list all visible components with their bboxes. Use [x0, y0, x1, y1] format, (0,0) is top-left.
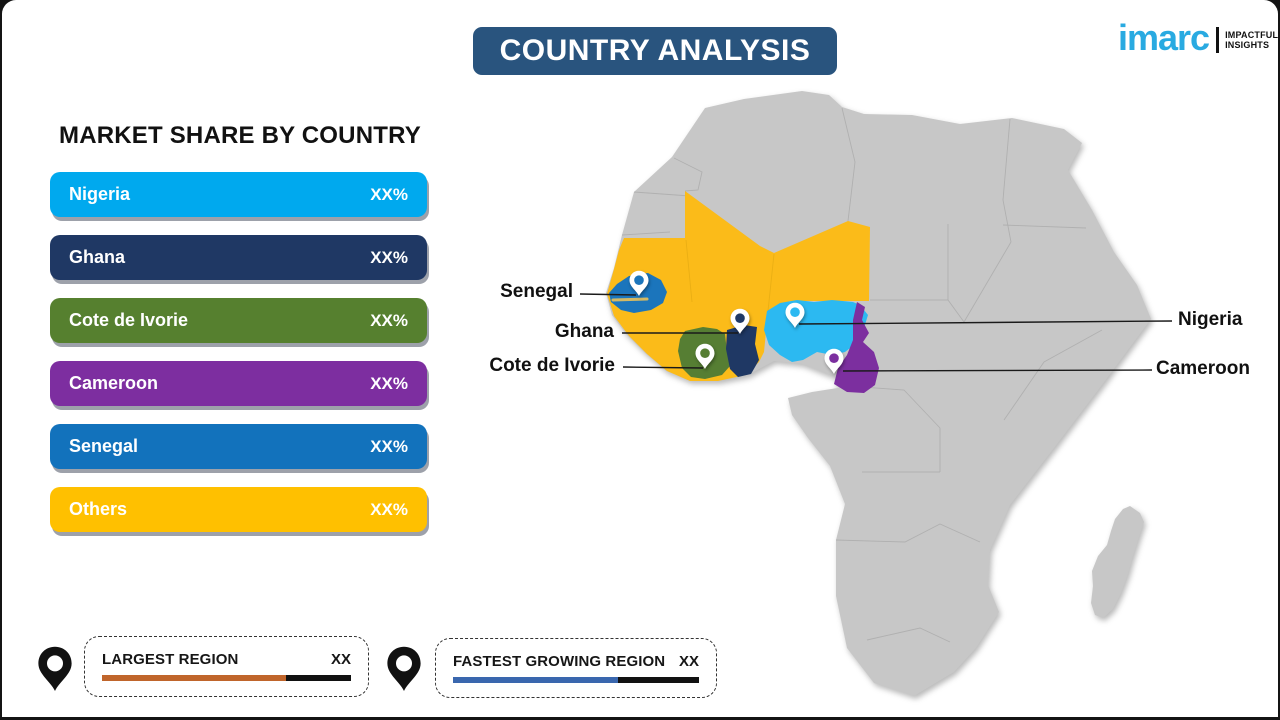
logo-tagline-line2: INSIGHTS [1225, 40, 1270, 50]
market-share-bar-cote-de-ivorie: Cote de Ivorie XX% [50, 298, 427, 343]
bar-value: XX% [370, 373, 408, 393]
legend-largest-value: XX [330, 651, 351, 668]
map-label-cameroon: Cameroon [1156, 358, 1250, 379]
legend-largest-region: LARGEST REGION XX [84, 636, 369, 697]
page-title-banner: COUNTRY ANALYSIS [473, 27, 837, 75]
bar-label: Cote de Ivorie [69, 310, 189, 330]
legend-fastest-value: XX [678, 653, 699, 670]
label-connector-lines [579, 293, 1173, 372]
connector-nigeria [798, 320, 1173, 325]
bar-value: XX% [370, 247, 408, 267]
market-share-bar-others: Others XX% [50, 487, 427, 532]
map-pins [629, 270, 844, 374]
bar-label: Nigeria [69, 184, 131, 204]
madagascar-shape [1091, 506, 1144, 618]
map-pin-senegal [629, 270, 649, 296]
legend-fastest-label: FASTEST GROWING REGION [453, 653, 666, 670]
map-pin-cote-de-ivorie [695, 343, 715, 369]
map-label-nigeria: Nigeria [1178, 309, 1243, 330]
location-pin-icon [38, 646, 72, 691]
market-share-bar-ghana: Ghana XX% [50, 235, 427, 280]
africa-map [579, 91, 1173, 696]
connector-cote-de-ivorie [622, 366, 704, 369]
bar-label: Ghana [69, 247, 126, 267]
imarc-logo-wordmark: imarc [1118, 17, 1210, 58]
bar-value: XX% [370, 310, 408, 330]
map-pin-nigeria [785, 302, 805, 328]
country-borders [621, 107, 1103, 643]
map-label-ghana: Ghana [554, 321, 614, 342]
bar-label: Cameroon [69, 373, 159, 393]
market-share-bar-nigeria: Nigeria XX% [50, 172, 427, 217]
logo-divider [1216, 27, 1220, 53]
logo-tagline-line1: IMPACTFUL [1225, 29, 1278, 40]
others-inner-borders [685, 239, 775, 312]
market-share-bar-cameroon: Cameroon XX% [50, 361, 427, 406]
legend-largest-label: LARGEST REGION [102, 651, 239, 668]
imarc-logo: imarc IMPACTFUL INSIGHTS [1118, 20, 1278, 56]
connector-cameroon [842, 369, 1153, 372]
map-pin-cameroon [824, 348, 844, 374]
market-share-list: Nigeria XX% Ghana XX% Cote de Ivorie XX%… [50, 172, 427, 532]
africa-continent-shape [606, 91, 1151, 696]
bar-value: XX% [370, 499, 408, 519]
bar-label: Others [69, 499, 128, 519]
bar-value: XX% [370, 436, 408, 456]
market-share-bar-senegal: Senegal XX% [50, 424, 427, 469]
bar-value: XX% [370, 184, 408, 204]
market-share-heading: MARKET SHARE BY COUNTRY [59, 122, 421, 149]
legend-fastest-bar [453, 677, 699, 683]
connector-senegal [579, 293, 637, 296]
gambia-sliver [611, 297, 649, 302]
logo-tagline: IMPACTFUL INSIGHTS [1225, 30, 1278, 51]
location-pin-icon [387, 646, 421, 691]
map-pin-ghana [730, 308, 750, 334]
bar-label: Senegal [69, 436, 139, 456]
country-shape-ghana [726, 325, 759, 377]
legend-largest-bar [102, 675, 351, 681]
legend-fastest-growing-region: FASTEST GROWING REGION XX [435, 638, 717, 698]
page-title: COUNTRY ANALYSIS [499, 34, 811, 67]
map-label-senegal: Senegal [500, 281, 573, 302]
map-label-cote-de-ivorie: Cote de Ivorie [489, 355, 615, 376]
